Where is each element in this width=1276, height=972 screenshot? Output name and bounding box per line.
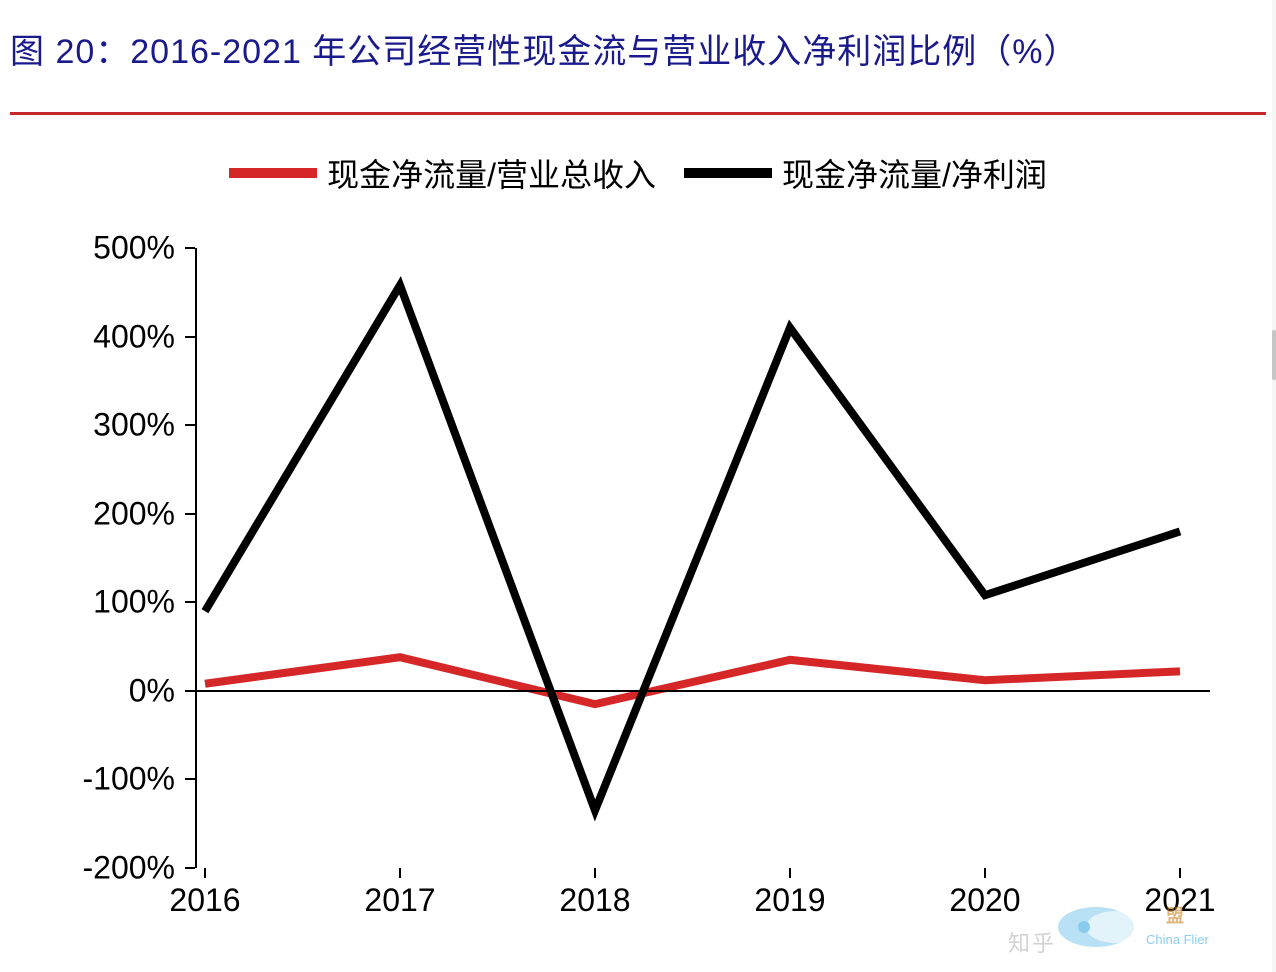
xtick-label: 2016 [169,882,240,919]
scrollbar-track[interactable] [1272,0,1276,972]
ytick-mark [185,513,195,515]
ytick-mark [185,778,195,780]
ytick-label: 100% [55,584,175,621]
zhihu-watermark: 知乎 [1008,926,1056,958]
legend: 现金净流量/营业总收入 现金净流量/净利润 [0,150,1276,196]
ytick-label: 500% [55,230,175,267]
legend-item: 现金净流量/净利润 [684,150,1047,196]
ytick-label: 400% [55,318,175,355]
ytick-label: 200% [55,495,175,532]
scrollbar-thumb[interactable] [1272,330,1276,380]
brand-sub: China Flier [1146,932,1210,947]
legend-label: 现金净流量/净利润 [782,150,1047,196]
legend-swatch [229,168,317,178]
ytick-mark [185,867,195,869]
chart-title-underline [10,112,1266,115]
xtick-mark [789,868,791,878]
y-axis [195,248,197,868]
xtick-label: 2020 [949,882,1020,919]
xtick-mark [594,868,596,878]
plot-area [195,248,1210,868]
xtick-mark [1179,868,1181,878]
x-axis [195,690,1210,692]
xtick-mark [204,868,206,878]
ytick-label: -100% [55,761,175,798]
ytick-mark [185,690,195,692]
ytick-mark [185,247,195,249]
xtick-mark [984,868,986,878]
ytick-label: 0% [55,672,175,709]
legend-item: 现金净流量/营业总收入 [229,150,656,196]
chart-title: 图 20：2016-2021 年公司经营性现金流与营业收入净利润比例（%） [10,24,1266,73]
ytick-mark [185,336,195,338]
series-line [205,285,1180,810]
ytick-mark [185,424,195,426]
brand-watermark: 盟 China Flier [1056,892,1256,962]
xtick-label: 2018 [559,882,630,919]
legend-swatch [684,168,772,178]
ytick-label: -200% [55,850,175,887]
series-line [205,657,1180,704]
ytick-label: 300% [55,407,175,444]
legend-label: 现金净流量/营业总收入 [327,150,656,196]
line-chart: -200%-100%0%100%200%300%400%500%20162017… [195,248,1210,868]
chart-title-block: 图 20：2016-2021 年公司经营性现金流与营业收入净利润比例（%） [10,24,1266,73]
xtick-mark [399,868,401,878]
xtick-label: 2017 [364,882,435,919]
xtick-label: 2019 [754,882,825,919]
brand-text: 盟 [1166,906,1184,926]
ytick-mark [185,601,195,603]
